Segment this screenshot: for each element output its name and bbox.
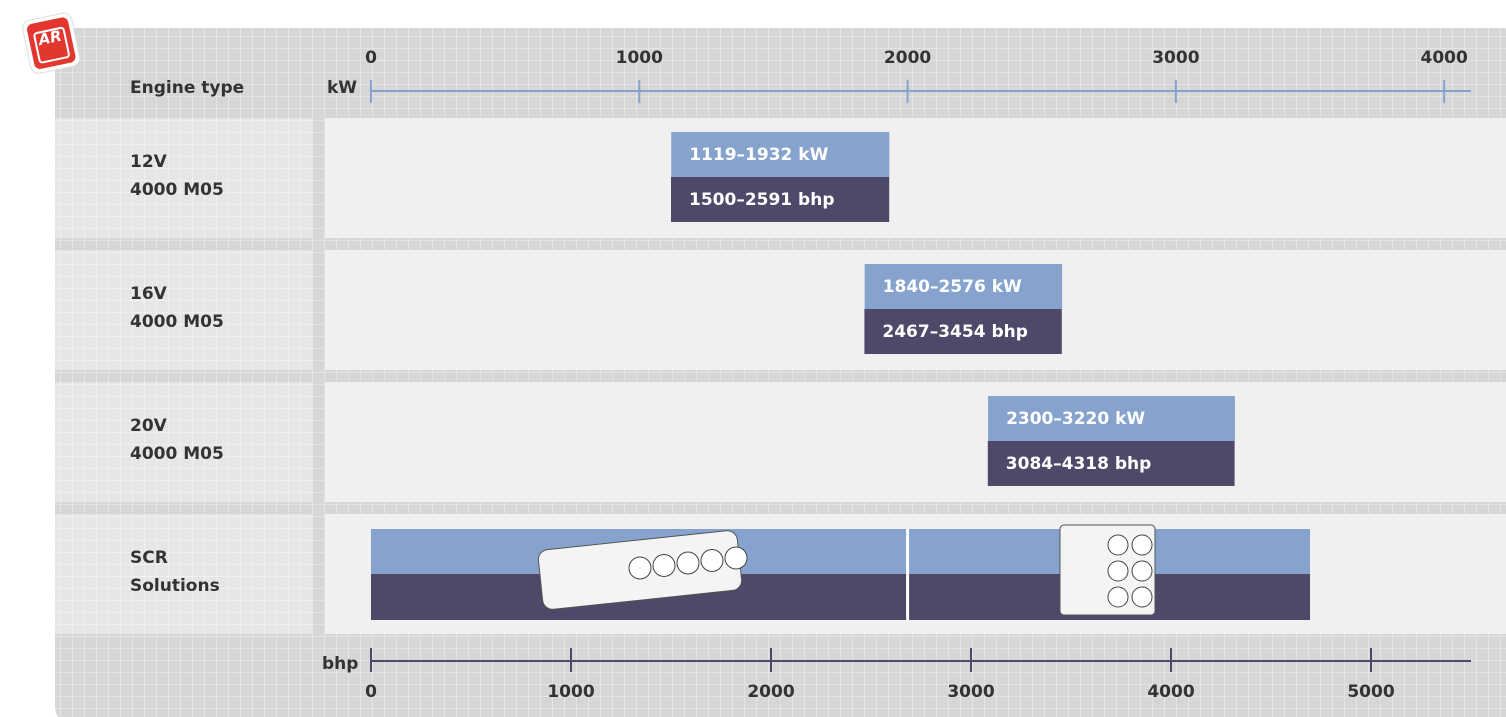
module-sketch-port	[1108, 561, 1128, 581]
kw-range-label: 1119–1932 kW	[689, 145, 828, 165]
header-label: Engine type	[130, 78, 244, 98]
kw-range-label: 1840–2576 kW	[883, 277, 1022, 297]
bhp-range-label: 2467–3454 bhp	[882, 322, 1028, 342]
x2-tick-label: 1000	[547, 682, 594, 702]
category-label: SCR	[130, 548, 168, 568]
category-label: 4000 M05	[130, 312, 224, 332]
x-tick-label: 3000	[1152, 48, 1199, 68]
module-sketch-port	[1132, 561, 1152, 581]
x-axis-unit: kW	[327, 78, 357, 98]
engine-sketch-port	[725, 547, 747, 569]
category-label: 4000 M05	[130, 444, 224, 464]
x2-tick-label: 4000	[1147, 682, 1194, 702]
plot-cell	[325, 382, 1506, 502]
category-label: 4000 M05	[130, 180, 224, 200]
x2-tick-label: 3000	[947, 682, 994, 702]
engine-sketch-port	[701, 550, 723, 572]
x-tick-label: 2000	[884, 48, 931, 68]
plot-cell	[325, 118, 1506, 238]
x2-axis-unit: bhp	[322, 654, 358, 674]
x2-tick-label: 0	[365, 682, 377, 702]
x-tick-label: 4000	[1421, 48, 1468, 68]
label-cell	[55, 118, 312, 238]
engine-sketch-port	[629, 557, 651, 579]
module-sketch-port	[1108, 587, 1128, 607]
ar-badge: AR	[21, 12, 81, 75]
bhp-range-label: 3084–4318 bhp	[1006, 454, 1152, 474]
label-cell	[55, 514, 312, 634]
page: AR Engine type kW bhp 0 1000 2000 3000 4000 0…	[0, 0, 1506, 717]
chart: AR Engine type kW bhp 0 1000 2000 3000 4000 0…	[0, 0, 1506, 717]
engine-sketch-port	[653, 555, 675, 577]
module-sketch-port	[1132, 587, 1152, 607]
module-sketch-port	[1132, 535, 1152, 555]
module-sketch-port	[1108, 535, 1128, 555]
category-label: 16V	[130, 284, 168, 304]
x2-tick-label: 2000	[747, 682, 794, 702]
engine-sketch-port	[677, 552, 699, 574]
category-label: 20V	[130, 416, 168, 436]
category-label: 12V	[130, 152, 168, 172]
bhp-range-label: 1500–2591 bhp	[689, 190, 835, 210]
category-label: Solutions	[130, 576, 220, 596]
x-tick-label: 0	[365, 48, 377, 68]
label-cell	[55, 382, 312, 502]
x-tick-label: 1000	[616, 48, 663, 68]
x2-tick-label: 5000	[1347, 682, 1394, 702]
label-cell	[55, 250, 312, 370]
kw-range-label: 2300–3220 kW	[1006, 409, 1145, 429]
